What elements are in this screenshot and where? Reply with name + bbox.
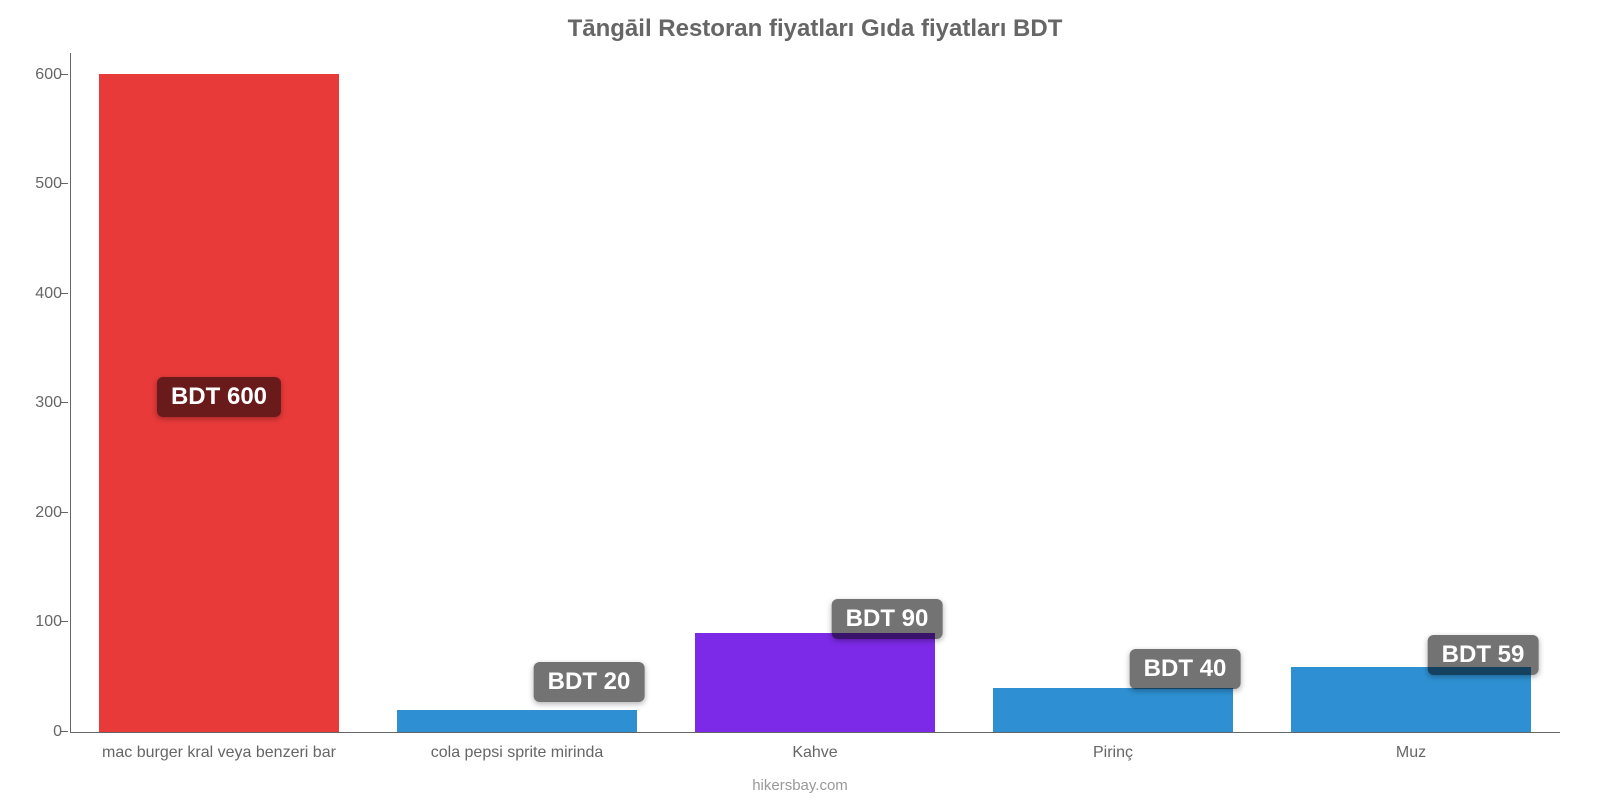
x-axis-label: Pirinç <box>964 744 1262 762</box>
x-axis-label: cola pepsi sprite mirinda <box>368 744 666 762</box>
bar-slot: BDT 40 <box>964 53 1262 732</box>
bar-value-label: BDT 40 <box>1130 649 1241 689</box>
y-tick-mark <box>60 293 68 294</box>
y-tick-mark <box>60 402 68 403</box>
bar: BDT 600 <box>99 74 339 732</box>
x-axis-label: Kahve <box>666 744 964 762</box>
y-tick-label: 100 <box>35 613 62 631</box>
bar: BDT 40 <box>993 688 1233 732</box>
bars-wrapper: BDT 600 BDT 20 BDT 90 BDT 40 BDT 59 <box>70 53 1560 732</box>
bar: BDT 59 <box>1291 667 1531 732</box>
chart-container: Tāngāil Restoran fiyatları Gıda fiyatlar… <box>0 0 1600 800</box>
bar-slot: BDT 90 <box>666 53 964 732</box>
y-tick-label: 300 <box>35 394 62 412</box>
y-tick-mark <box>60 621 68 622</box>
y-tick-label: 0 <box>53 723 62 741</box>
y-tick-label: 200 <box>35 504 62 522</box>
y-tick-mark <box>60 74 68 75</box>
x-axis: mac burger kral veya benzeri barcola pep… <box>70 744 1560 762</box>
y-tick-label: 600 <box>35 66 62 84</box>
y-tick-mark <box>60 731 68 732</box>
bar-value-label: BDT 59 <box>1428 635 1539 675</box>
bar-slot: BDT 59 <box>1262 53 1560 732</box>
y-tick-label: 400 <box>35 285 62 303</box>
y-tick-mark <box>60 512 68 513</box>
bar-value-label: BDT 600 <box>157 377 281 417</box>
bar-value-label: BDT 20 <box>534 662 645 702</box>
attribution: hikersbay.com <box>752 777 848 794</box>
x-axis-label: mac burger kral veya benzeri bar <box>70 744 368 762</box>
chart-title: Tāngāil Restoran fiyatları Gıda fiyatlar… <box>70 15 1560 43</box>
bar-slot: BDT 20 <box>368 53 666 732</box>
bar-value-label: BDT 90 <box>832 599 943 639</box>
bar: BDT 90 <box>695 633 935 732</box>
plot-area: 0100200300400500600 BDT 600BDT 20BDT 90B… <box>70 53 1560 733</box>
y-tick-mark <box>60 183 68 184</box>
y-tick-label: 500 <box>35 175 62 193</box>
bar-slot: BDT 600 <box>70 53 368 732</box>
x-axis-label: Muz <box>1262 744 1560 762</box>
bar: BDT 20 <box>397 710 637 732</box>
y-axis: 0100200300400500600 <box>20 53 70 732</box>
